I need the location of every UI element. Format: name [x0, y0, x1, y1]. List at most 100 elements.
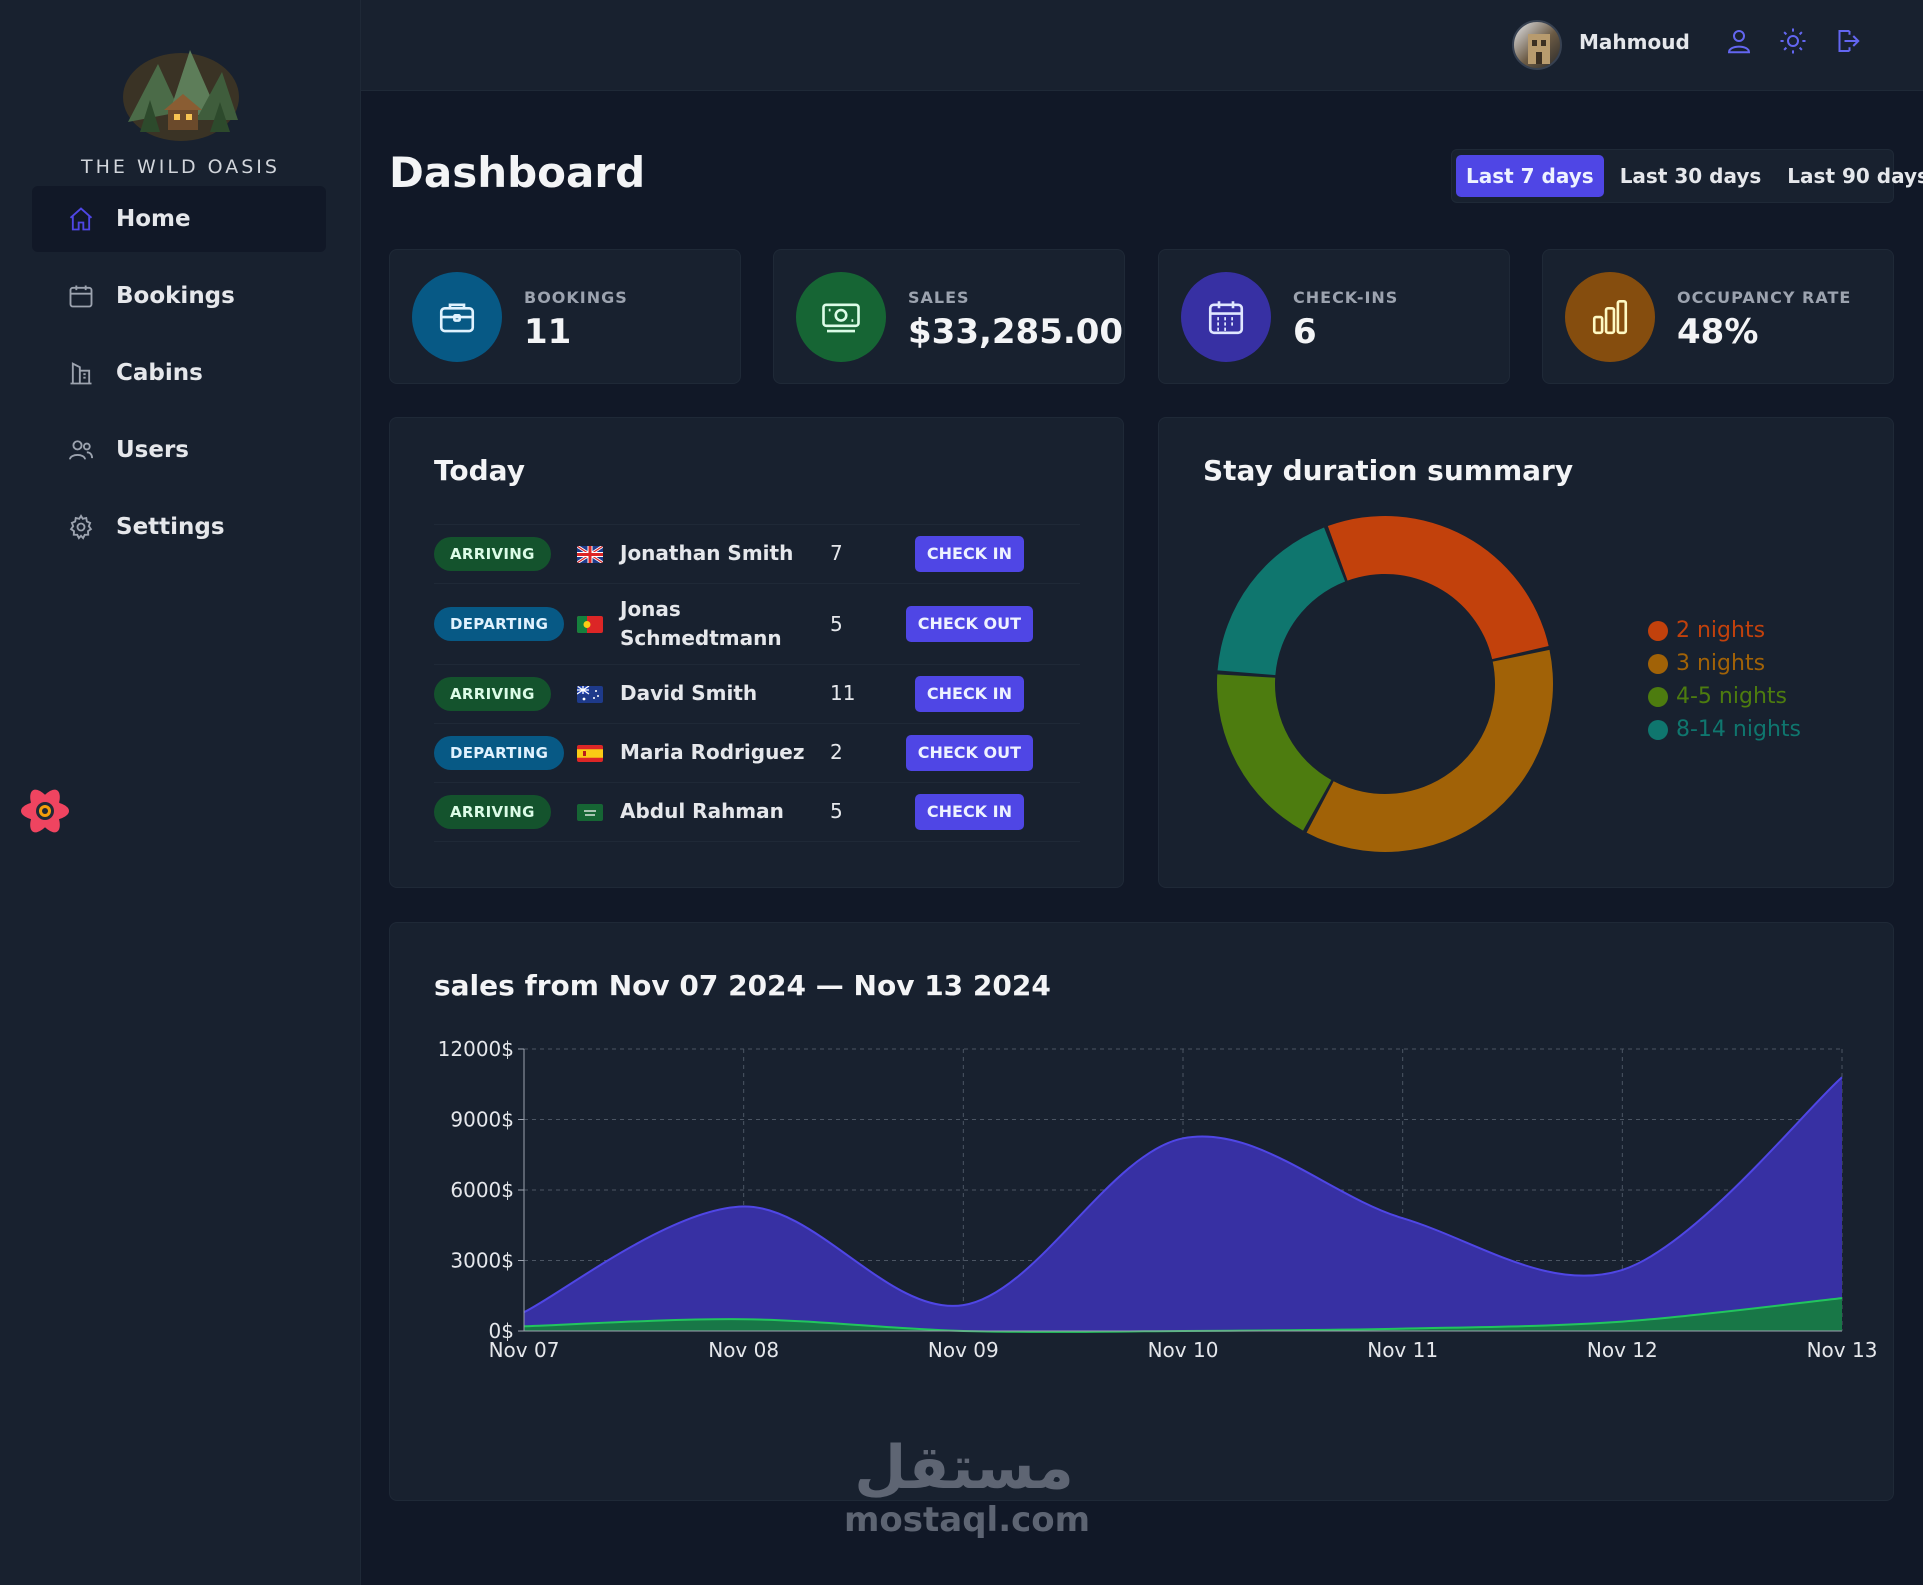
nights-count: 11 — [830, 681, 856, 705]
check-in-button[interactable]: CHECK IN — [914, 794, 1024, 830]
sidebar: THE WILD OASIS Home Bookings Cabins User… — [0, 0, 361, 1585]
nav-item-bookings[interactable]: Bookings — [32, 263, 326, 329]
user-icon[interactable] — [1724, 26, 1754, 56]
x-tick-label: Nov 09 — [928, 1338, 999, 1362]
status-badge: ARRIVING — [434, 677, 551, 711]
donut-slice-2-nights[interactable] — [1327, 516, 1549, 660]
nav-item-users[interactable]: Users — [32, 417, 326, 483]
legend-swatch — [1648, 620, 1668, 641]
stat-occupancy-rate: OCCUPANCY RATE 48% — [1542, 249, 1894, 384]
nav-item-home[interactable]: Home — [32, 186, 326, 252]
stay-duration-panel: Stay duration summary 2 nights 3 nights 4-… — [1158, 417, 1894, 888]
check-out-button[interactable]: CHECK OUT — [905, 735, 1033, 771]
calendar-icon — [66, 281, 96, 311]
react-query-devtools-icon[interactable] — [18, 786, 72, 836]
stay-duration-donut-chart — [1217, 516, 1553, 852]
stat-label: BOOKINGS — [524, 288, 628, 307]
donut-slice-8-14-nights[interactable] — [1217, 527, 1346, 676]
today-title: Today — [434, 454, 525, 487]
guest-name: David Smith — [620, 681, 758, 705]
y-tick-label: 6000$ — [450, 1178, 514, 1202]
list-item: DEPARTING Jonas Schmedtmann 5 CHECK OUT — [434, 584, 1080, 665]
avatar[interactable] — [1512, 20, 1562, 70]
stay-duration-title: Stay duration summary — [1203, 454, 1574, 487]
watermark-latin: mostaql.com — [844, 1500, 1091, 1540]
check-out-button[interactable]: CHECK OUT — [905, 606, 1033, 642]
legend-item: 8-14 nights — [1648, 713, 1801, 746]
banknotes-icon — [796, 272, 886, 362]
legend-item: 4-5 nights — [1648, 680, 1801, 713]
filter-last-7-days[interactable]: Last 7 days — [1456, 155, 1604, 197]
list-item: ARRIVING David Smith 11 CHECK IN — [434, 665, 1080, 724]
x-tick-label: Nov 08 — [708, 1338, 779, 1362]
sales-title: sales from Nov 07 2024 — Nov 13 2024 — [434, 969, 1051, 1002]
stat-label: SALES — [908, 288, 970, 307]
nights-count: 5 — [830, 612, 843, 636]
series-area-0 — [524, 1077, 1842, 1331]
legend-label: 2 nights — [1676, 618, 1766, 643]
check-in-button[interactable]: CHECK IN — [914, 676, 1024, 712]
filter-last-90-days[interactable]: Last 90 days — [1787, 164, 1923, 188]
legend-swatch — [1648, 653, 1668, 674]
nav-item-settings[interactable]: Settings — [32, 494, 326, 560]
series-line-0 — [523, 1076, 1843, 1314]
flag-pt-icon — [577, 616, 603, 633]
nav-item-label: Home — [116, 206, 191, 232]
today-list: ARRIVING Jonathan Smith 7 CHECK IN DEPAR… — [434, 524, 1080, 842]
page-title: Dashboard — [389, 148, 646, 197]
check-in-button[interactable]: CHECK IN — [914, 536, 1024, 572]
stat-label: OCCUPANCY RATE — [1677, 288, 1852, 307]
legend-swatch — [1648, 686, 1668, 707]
nav-item-label: Cabins — [116, 360, 203, 386]
legend-item: 3 nights — [1648, 647, 1801, 680]
x-tick-label: Nov 13 — [1807, 1338, 1878, 1362]
x-tick-label: Nov 07 — [489, 1338, 560, 1362]
guest-name: Abdul Rahman — [620, 799, 784, 823]
top-header: Mahmoud — [361, 0, 1923, 91]
sales-area-chart: 0$ 3000$ 6000$ 9000$ 12000$ Nov 07 Nov 08 Nov 0… — [438, 1037, 1878, 1362]
mostaql-watermark: مستقل mostaql.com — [844, 1433, 1091, 1540]
y-tick-label: 0$ — [489, 1319, 514, 1343]
donut-slice-4-5-nights[interactable] — [1217, 674, 1332, 831]
stat-check-ins: CHECK-INS 6 — [1158, 249, 1510, 384]
status-badge: ARRIVING — [434, 537, 551, 571]
series-area-1 — [524, 1298, 1842, 1332]
status-badge: DEPARTING — [434, 607, 565, 641]
users-icon — [66, 435, 96, 465]
watermark-arabic: مستقل — [854, 1433, 1074, 1503]
donut-slice-3-nights[interactable] — [1306, 649, 1553, 852]
stat-value: 6 — [1293, 312, 1317, 352]
y-tick-label: 3000$ — [450, 1249, 514, 1273]
nav-item-label: Settings — [116, 514, 225, 540]
home-icon — [66, 204, 96, 234]
logout-icon[interactable] — [1832, 26, 1862, 56]
flag-au-icon — [577, 686, 603, 703]
chart-bar-icon — [1565, 272, 1655, 362]
stat-sales: SALES $33,285.00 — [773, 249, 1125, 384]
nav-item-cabins[interactable]: Cabins — [32, 340, 326, 406]
list-item: ARRIVING Abdul Rahman 5 CHECK IN — [434, 783, 1080, 842]
stat-bookings: BOOKINGS 11 — [389, 249, 741, 384]
y-tick-label: 12000$ — [438, 1037, 514, 1061]
legend-swatch — [1648, 719, 1668, 740]
guest-name: Maria Rodriguez — [620, 740, 805, 764]
x-tick-label: Nov 10 — [1148, 1338, 1219, 1362]
legend-item: 2 nights — [1648, 614, 1801, 647]
nights-count: 5 — [830, 799, 843, 823]
list-item: ARRIVING Jonathan Smith 7 CHECK IN — [434, 525, 1080, 584]
nav-item-label: Bookings — [116, 283, 235, 309]
wild-oasis-logo — [123, 50, 239, 141]
main-nav: Home Bookings Cabins Users Settings — [32, 186, 326, 571]
nights-count: 2 — [830, 740, 843, 764]
sales-panel: sales from Nov 07 2024 — Nov 13 2024 0$ 3… — [389, 922, 1894, 1501]
status-badge: ARRIVING — [434, 795, 551, 829]
donut-legend: 2 nights 3 nights 4-5 nights 8-14 nights — [1648, 614, 1801, 746]
briefcase-icon — [412, 272, 502, 362]
status-badge: DEPARTING — [434, 736, 565, 770]
filter-last-30-days[interactable]: Last 30 days — [1619, 164, 1762, 188]
list-item: DEPARTING Maria Rodriguez 2 CHECK OUT — [434, 724, 1080, 783]
x-tick-label: Nov 12 — [1587, 1338, 1658, 1362]
sun-icon[interactable] — [1778, 26, 1808, 56]
flag-gb-icon — [577, 546, 603, 563]
y-tick-label: 9000$ — [450, 1108, 514, 1132]
